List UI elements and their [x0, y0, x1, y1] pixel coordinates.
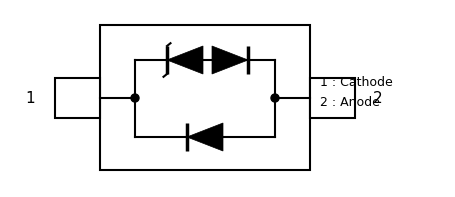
Text: 2: 2	[373, 90, 383, 106]
Text: 1: 1	[25, 90, 35, 106]
Polygon shape	[212, 46, 248, 74]
Bar	[310, 78, 355, 118]
Bar	[55, 78, 100, 118]
Circle shape	[271, 94, 279, 102]
Polygon shape	[167, 46, 203, 74]
Text: 1 : Cathode: 1 : Cathode	[320, 75, 393, 88]
Text: 2 : Anode: 2 : Anode	[320, 96, 380, 109]
Bar	[100, 25, 310, 170]
Polygon shape	[187, 123, 223, 151]
Circle shape	[131, 94, 139, 102]
